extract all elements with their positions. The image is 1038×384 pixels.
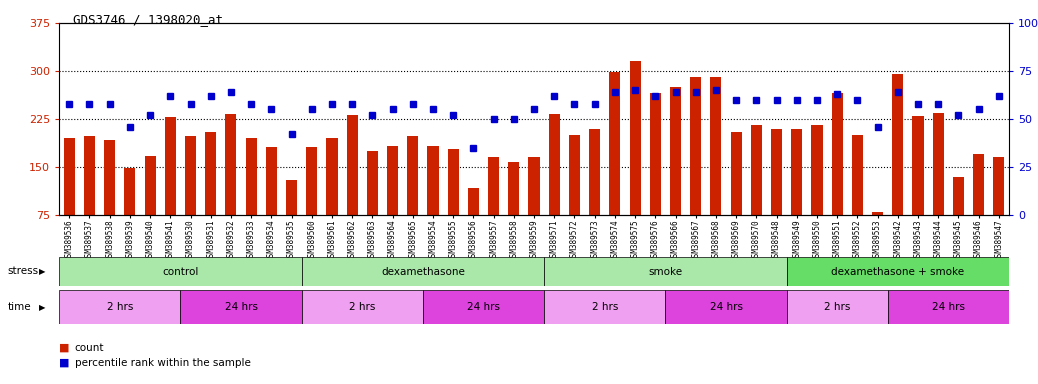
Bar xyxy=(347,114,358,215)
Text: 2 hrs: 2 hrs xyxy=(349,302,376,312)
Bar xyxy=(549,114,559,215)
Bar xyxy=(569,135,580,215)
Bar xyxy=(791,129,802,215)
Text: 24 hrs: 24 hrs xyxy=(710,302,742,312)
Text: control: control xyxy=(162,266,198,277)
Bar xyxy=(488,157,499,215)
Bar xyxy=(787,257,1009,286)
Bar xyxy=(104,140,115,215)
Bar xyxy=(590,129,600,215)
Bar xyxy=(407,136,418,215)
Bar xyxy=(750,126,762,215)
Bar xyxy=(912,116,924,215)
Bar xyxy=(59,290,181,324)
Bar xyxy=(165,117,175,215)
Bar xyxy=(84,136,95,215)
Bar xyxy=(225,114,237,215)
Bar xyxy=(447,149,459,215)
Bar xyxy=(953,177,964,215)
Bar xyxy=(302,257,544,286)
Text: percentile rank within the sample: percentile rank within the sample xyxy=(75,358,250,368)
Text: 2 hrs: 2 hrs xyxy=(824,302,850,312)
Bar xyxy=(670,87,681,215)
Bar xyxy=(872,212,883,215)
Bar xyxy=(422,290,544,324)
Bar xyxy=(665,290,787,324)
Bar xyxy=(144,156,156,215)
Text: stress: stress xyxy=(7,266,38,276)
Bar xyxy=(326,138,337,215)
Text: ▶: ▶ xyxy=(39,267,46,276)
Bar xyxy=(852,135,863,215)
Bar xyxy=(650,93,661,215)
Bar xyxy=(468,187,479,215)
Text: dexamethasone: dexamethasone xyxy=(381,266,465,277)
Bar xyxy=(428,146,439,215)
Bar xyxy=(185,136,196,215)
Bar xyxy=(509,162,519,215)
Bar xyxy=(306,147,318,215)
Bar xyxy=(59,257,302,286)
Bar xyxy=(629,61,640,215)
Text: dexamethasone + smoke: dexamethasone + smoke xyxy=(831,266,964,277)
Bar xyxy=(973,154,984,215)
Bar xyxy=(831,93,843,215)
Bar xyxy=(181,290,302,324)
Bar xyxy=(993,157,1005,215)
Bar xyxy=(63,138,75,215)
Bar xyxy=(528,157,540,215)
Text: smoke: smoke xyxy=(649,266,682,277)
Bar xyxy=(246,138,256,215)
Bar xyxy=(812,126,822,215)
Bar xyxy=(731,132,742,215)
Bar xyxy=(387,146,399,215)
Text: count: count xyxy=(75,343,104,353)
Text: ■: ■ xyxy=(59,343,70,353)
Text: time: time xyxy=(7,302,31,312)
Bar xyxy=(302,290,422,324)
Bar xyxy=(690,78,702,215)
Bar xyxy=(206,132,216,215)
Bar xyxy=(887,290,1009,324)
Bar xyxy=(893,74,903,215)
Text: ■: ■ xyxy=(59,358,70,368)
Bar xyxy=(609,72,621,215)
Bar xyxy=(286,180,297,215)
Text: 24 hrs: 24 hrs xyxy=(224,302,257,312)
Text: 24 hrs: 24 hrs xyxy=(932,302,964,312)
Bar xyxy=(771,129,782,215)
Bar xyxy=(710,78,721,215)
Text: 24 hrs: 24 hrs xyxy=(467,302,500,312)
Bar xyxy=(933,113,944,215)
Bar xyxy=(544,290,665,324)
Bar xyxy=(544,257,787,286)
Text: ▶: ▶ xyxy=(39,303,46,312)
Bar xyxy=(366,151,378,215)
Text: GDS3746 / 1398020_at: GDS3746 / 1398020_at xyxy=(73,13,223,26)
Text: 2 hrs: 2 hrs xyxy=(107,302,133,312)
Bar xyxy=(787,290,887,324)
Bar xyxy=(125,168,135,215)
Text: 2 hrs: 2 hrs xyxy=(592,302,618,312)
Bar xyxy=(266,147,277,215)
